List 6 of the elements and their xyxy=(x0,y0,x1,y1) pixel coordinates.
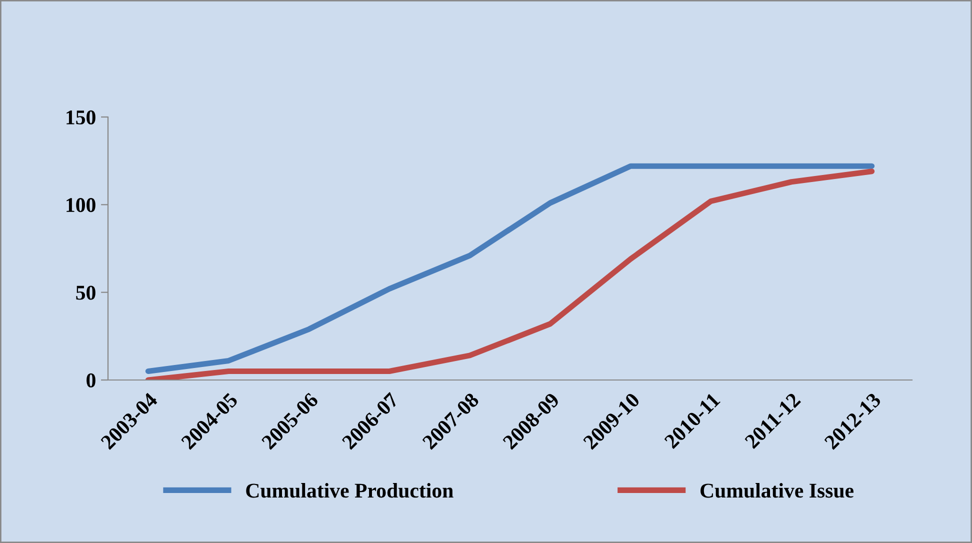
y-tick-label: 100 xyxy=(66,198,96,212)
legend-label: Cumulative Issue xyxy=(700,483,854,498)
y-tick-label: 150 xyxy=(66,110,96,124)
legend-label: Cumulative Production xyxy=(246,483,454,498)
y-tick-label: 0 xyxy=(86,373,96,388)
y-tick-label: 50 xyxy=(76,286,96,300)
